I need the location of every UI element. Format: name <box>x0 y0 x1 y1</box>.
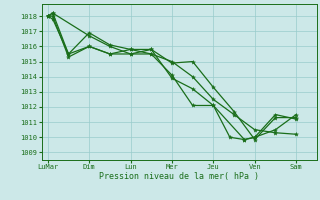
X-axis label: Pression niveau de la mer( hPa ): Pression niveau de la mer( hPa ) <box>99 172 259 181</box>
